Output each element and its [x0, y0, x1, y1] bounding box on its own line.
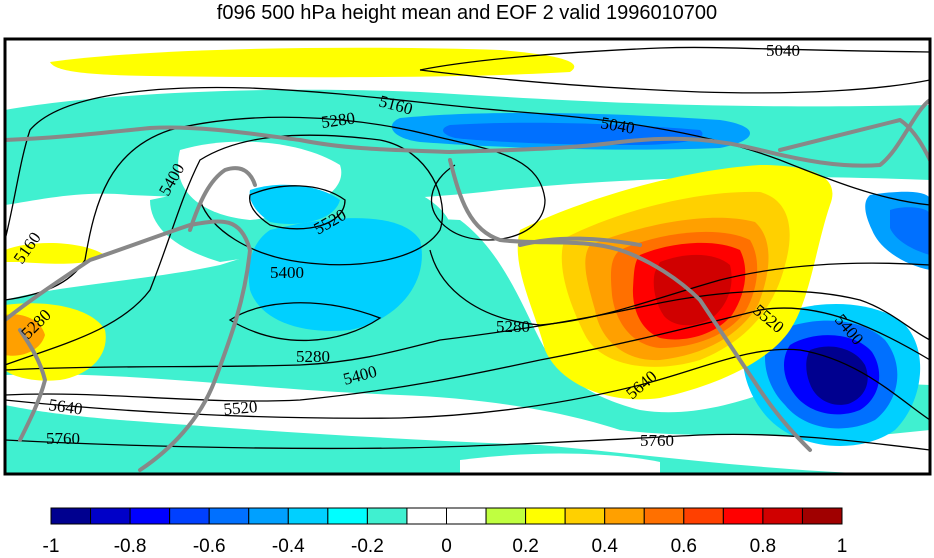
eof-area-pos-10	[653, 254, 732, 326]
colorbar-swatch	[801, 507, 843, 525]
coastline-japan	[18, 328, 47, 442]
colorbar-tick-label: -0.8	[113, 536, 147, 557]
colorbar-tick-label: -0.6	[192, 536, 226, 557]
contour-label: 5400	[270, 263, 304, 282]
colorbar-swatch	[485, 507, 527, 525]
colorbar-tick-label: -0.2	[351, 536, 384, 557]
coastline-north	[5, 98, 930, 168]
eof-area-neg-13	[806, 346, 868, 405]
contour-5160	[5, 86, 930, 241]
eof-area-pos-1	[50, 47, 575, 78]
colorbar-swatch	[683, 507, 724, 525]
colorbar-tick-label: 1	[836, 536, 848, 557]
eof-gap-3	[460, 453, 660, 474]
contour-label: 5760	[46, 429, 80, 448]
contour-label: 5040	[766, 41, 800, 60]
colorbar-swatch	[525, 507, 566, 525]
coastline-asia	[5, 219, 252, 472]
contour-5280-b	[429, 249, 930, 326]
colorbar-swatch	[722, 507, 764, 525]
colorbar-swatch	[604, 507, 645, 525]
contour-5040	[419, 46, 930, 71]
colorbar-tick-label: -0.4	[271, 536, 305, 557]
colorbar-tick-label: 0.6	[670, 536, 698, 557]
colorbar-swatch	[90, 507, 131, 525]
colorbar-swatch	[366, 507, 408, 525]
contour-label: 5640	[47, 395, 83, 419]
contour-label: 5280	[296, 347, 330, 366]
eof-area-pos-2	[5, 243, 105, 264]
colorbar-swatch	[643, 507, 685, 525]
contour-label: 5280	[320, 108, 356, 132]
colorbar-tick-label: 0.2	[512, 536, 539, 557]
colorbar-tick-label: 0	[441, 536, 452, 557]
contour-5400-a	[5, 134, 444, 366]
contour-5040-b	[419, 69, 930, 94]
contour-5400-b	[5, 290, 930, 371]
contour-label: 5280	[496, 317, 530, 336]
colorbar-swatch	[129, 507, 171, 525]
eof-area-neg-9	[890, 207, 930, 255]
colorbar-tick-label: 0.8	[749, 536, 777, 557]
colorbar-tick-label: -1	[42, 536, 60, 557]
contour-label: 5520	[223, 397, 259, 419]
contour-label: 5760	[640, 431, 674, 450]
colorbar-swatch	[762, 507, 803, 525]
coastline-aleutians	[518, 236, 642, 247]
colorbar-swatch	[169, 507, 210, 525]
coastline-northeast	[778, 118, 930, 162]
contour-5760	[5, 433, 930, 451]
colorbar-swatch	[208, 507, 250, 525]
coastline-layer	[5, 98, 930, 472]
colorbar-swatch	[287, 507, 329, 525]
map-frame	[3, 37, 932, 476]
height-contours	[5, 46, 930, 451]
eof-area-neg-5	[249, 184, 340, 224]
coastline-alaska	[448, 158, 812, 452]
colorbar-tick-label: 0.4	[591, 536, 618, 557]
map-title: f096 500 hPa height mean and EOF 2 valid…	[216, 2, 718, 24]
contour-5280-a	[5, 116, 546, 301]
colorbar-swatch	[327, 507, 368, 525]
colorbar-swatch	[248, 507, 289, 525]
contour-5520-b	[5, 307, 930, 402]
colorbar-swatch	[446, 507, 487, 525]
colorbar-swatch	[564, 507, 606, 525]
colorbar-swatch	[50, 507, 92, 525]
contour-5280-c	[228, 302, 382, 342]
colorbar-swatch	[406, 507, 448, 525]
contour-5520	[249, 185, 346, 230]
coastline-kamchatka	[188, 166, 257, 232]
colorbar	[50, 507, 843, 525]
eof-fill-layer	[5, 47, 930, 474]
eof-gap-2	[5, 374, 930, 474]
